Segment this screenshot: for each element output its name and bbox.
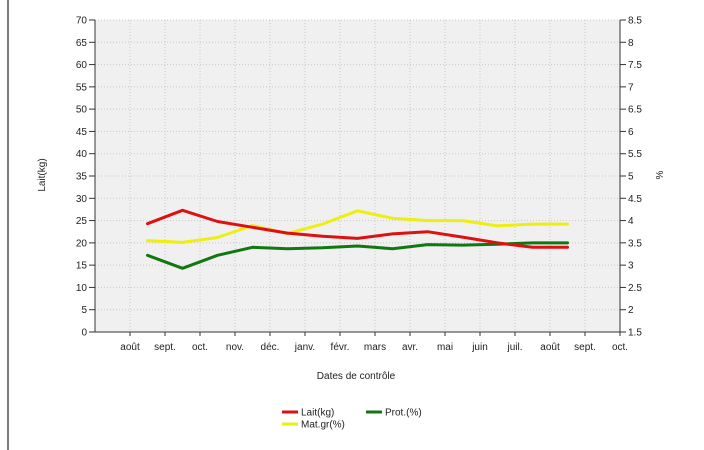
x-axis-label: Dates de contrôle [317,371,396,382]
y-right-tick-label: 6 [628,127,634,138]
x-tick-label: févr. [331,342,350,353]
x-tick-label: août [120,342,140,353]
legend: Lait(kg) Prot.(%) Mat.gr(%) [282,408,422,431]
y-right-tick-label: 4.5 [628,194,642,205]
x-tick-label: mai [437,342,453,353]
y-right-tick-label: 3.5 [628,238,642,249]
y-left-tick-label: 10 [76,283,88,294]
x-tick-label: oct. [612,342,628,353]
y-left-tick-label: 45 [76,127,88,138]
x-axis-ticks: août sept. oct. nov. déc. janv. févr. mars avr. m… [120,332,628,353]
x-tick-label: mars [364,342,386,353]
y-left-tick-label: 0 [81,328,87,339]
y-left-tick-label: 50 [76,105,88,116]
y-left-tick-label: 5 [81,305,87,316]
series-line [146,208,569,249]
legend-label: Prot.(%) [385,408,422,419]
x-tick-label: juil. [506,342,522,353]
y-right-tick-label: 8 [628,38,634,49]
x-tick-label: avr. [402,342,418,353]
y-right-tick-label: 4 [628,216,634,227]
x-tick-label: juin [471,342,488,353]
series-lines [146,208,569,270]
y-left-tick-label: 70 [76,16,88,27]
grid-lines [94,19,621,333]
y-right-tick-label: 2.5 [628,283,642,294]
y-left-tick-label: 55 [76,82,88,93]
y-right-tick-label: 5.5 [628,149,642,160]
y-right-tick-label: 1.5 [628,328,642,339]
y-left-tick-label: 30 [76,194,88,205]
y-axis-left-ticks: 0 5 10 15 20 25 30 35 40 45 50 55 60 65 70 [76,16,95,339]
y-right-tick-label: 7.5 [628,60,642,71]
series-line [146,209,569,244]
y-axis-left-label: Lait(kg) [37,158,48,191]
x-tick-label: nov. [226,342,244,353]
y-right-tick-label: 5 [628,172,634,183]
legend-label: Lait(kg) [301,408,334,419]
y-axis-right-ticks: 1.5 2 2.5 3 3.5 4 4.5 5 5.5 6 6.5 7 7.5 8 8.5 [620,16,642,339]
legend-label: Mat.gr(%) [301,420,345,431]
y-right-tick-label: 6.5 [628,105,642,116]
y-left-tick-label: 15 [76,261,88,272]
x-tick-label: sept. [154,342,176,353]
y-axis-right-label: % [655,170,666,179]
y-left-tick-label: 40 [76,149,88,160]
x-tick-label: déc. [261,342,280,353]
y-left-tick-label: 60 [76,60,88,71]
x-tick-label: janv. [294,342,315,353]
y-right-tick-label: 2 [628,305,634,316]
y-left-tick-label: 20 [76,238,88,249]
y-right-tick-label: 3 [628,261,634,272]
left-frame-border [7,0,9,450]
x-tick-label: oct. [192,342,208,353]
y-left-tick-label: 35 [76,172,88,183]
x-tick-label: août [540,342,560,353]
y-right-tick-label: 8.5 [628,16,642,27]
y-left-tick-label: 65 [76,38,88,49]
y-right-tick-label: 7 [628,82,634,93]
y-left-tick-label: 25 [76,216,88,227]
x-tick-label: sept. [574,342,596,353]
